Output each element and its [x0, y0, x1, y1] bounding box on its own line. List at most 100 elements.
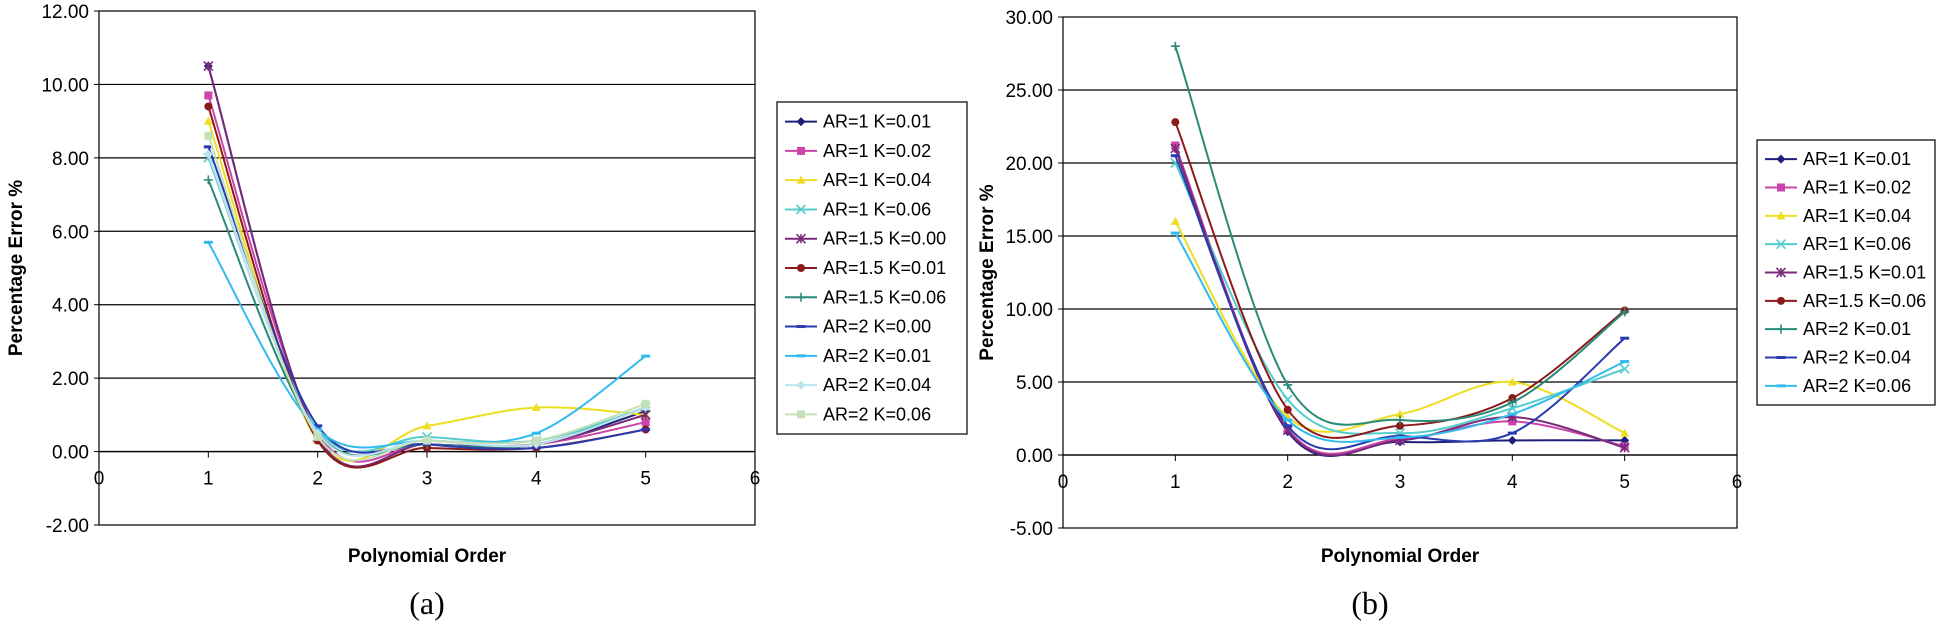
legend-label: AR=2 K=0.00 — [823, 317, 931, 337]
data-point — [1395, 435, 1405, 439]
legend-label: AR=2 K=0.06 — [823, 404, 931, 424]
data-point — [1507, 412, 1517, 416]
legend-label: AR=2 K=0.06 — [1803, 376, 1911, 396]
data-point — [1283, 405, 1292, 414]
data-point — [423, 436, 431, 445]
legend-label: AR=1 K=0.01 — [823, 112, 931, 132]
data-point — [422, 421, 432, 430]
series-line — [1174, 121, 1626, 439]
y-tick-label: -2.00 — [46, 516, 89, 537]
data-point — [1620, 336, 1630, 340]
chart-b: -5.00 0.00 5.00 10.00 15.00 20.00 25.00 30.00 0 1… — [977, 8, 1936, 621]
x-tick-label: 2 — [1282, 472, 1293, 493]
data-point — [1619, 442, 1630, 453]
legend-label: AR=1.5 K=0.06 — [1803, 291, 1926, 311]
legend-label: AR=2 K=0.01 — [823, 346, 931, 366]
data-point — [531, 403, 541, 412]
series-line — [1174, 162, 1626, 435]
legend-marker — [1775, 267, 1787, 278]
legend-marker — [797, 264, 805, 272]
data-point — [1170, 143, 1181, 154]
legend-marker — [797, 146, 805, 155]
data-point — [204, 102, 213, 111]
data-point — [1170, 216, 1180, 225]
legend: AR=1 K=0.01 AR=1 K=0.02 AR=1 K=0.04 AR=1 K=… — [1756, 139, 1936, 406]
legend-label: AR=1 K=0.06 — [823, 199, 931, 219]
legend-marker — [796, 325, 806, 329]
legend-marker — [795, 233, 807, 244]
data-point — [1620, 428, 1630, 437]
legend-marker — [1775, 239, 1787, 250]
legend-label: AR=1.5 K=0.06 — [823, 287, 946, 307]
y-axis-title: Percentage Error % — [6, 180, 27, 356]
data-point — [1283, 424, 1293, 428]
data-point — [641, 399, 650, 408]
data-point — [203, 240, 213, 244]
legend-marker — [1776, 211, 1786, 220]
data-point — [1282, 394, 1293, 405]
data-point — [203, 116, 213, 125]
legend-marker — [1776, 154, 1786, 164]
x-tick-label: 6 — [1732, 472, 1743, 493]
x-tick-label: 3 — [1395, 472, 1406, 493]
data-point — [532, 436, 541, 445]
data-point — [1395, 415, 1405, 425]
x-tick-label: 1 — [203, 469, 214, 490]
panel-caption: (b) — [1351, 585, 1388, 621]
data-point — [1395, 409, 1405, 418]
x-tick-label: 5 — [640, 469, 651, 490]
legend-label: AR=1.5 K=0.01 — [823, 258, 946, 278]
data-point — [531, 431, 541, 435]
x-tick-label: 1 — [1170, 472, 1181, 493]
panel-caption: (a) — [409, 585, 445, 621]
legend-label: AR=1 K=0.06 — [1803, 234, 1911, 254]
series-line — [207, 120, 646, 462]
legend-label: AR=1 K=0.04 — [823, 170, 931, 190]
plot-area — [1062, 16, 1738, 529]
legend-marker — [795, 204, 807, 215]
data-point — [641, 428, 651, 432]
data-point — [203, 175, 213, 185]
data-point — [203, 145, 213, 149]
x-axis-title: Polynomial Order — [348, 546, 507, 567]
legend-marker — [796, 292, 806, 302]
data-point — [1283, 380, 1293, 390]
y-tick-label: 20.00 — [1005, 154, 1053, 175]
legend-marker — [1776, 384, 1786, 388]
y-tick-label: 25.00 — [1005, 81, 1053, 102]
y-tick-label: 0.00 — [1016, 446, 1053, 467]
data-point — [1507, 397, 1517, 407]
y-tick-label: 30.00 — [1005, 8, 1053, 29]
data-point — [1620, 307, 1630, 317]
legend-label: AR=1 K=0.02 — [1803, 178, 1911, 198]
legend-marker — [797, 410, 805, 419]
data-point — [1171, 118, 1180, 127]
y-tick-label: 2.00 — [52, 369, 89, 390]
y-tick-label: 15.00 — [1005, 227, 1053, 248]
legend-label: AR=2 K=0.04 — [1803, 348, 1911, 368]
x-tick-label: 4 — [531, 469, 542, 490]
x-tick-label: 4 — [1507, 472, 1518, 493]
legend-marker — [1776, 356, 1786, 359]
x-tick-label: 0 — [94, 469, 105, 490]
legend-label: AR=1 K=0.04 — [1803, 206, 1911, 226]
data-point — [203, 149, 213, 159]
data-point — [204, 131, 213, 140]
y-tick-label: 4.00 — [52, 296, 89, 317]
legend-marker — [796, 117, 806, 127]
data-point — [1170, 154, 1180, 158]
data-point — [1283, 418, 1293, 422]
y-tick-label: 8.00 — [52, 149, 89, 170]
data-point — [1507, 431, 1517, 435]
legend-label: AR=1.5 K=0.00 — [823, 229, 946, 249]
y-tick-label: 12.00 — [41, 2, 89, 23]
y-tick-label: 10.00 — [1005, 300, 1053, 321]
y-tick-label: 0.00 — [52, 443, 89, 464]
data-point — [1170, 231, 1180, 235]
legend-marker — [796, 380, 806, 390]
data-point — [641, 418, 650, 427]
x-axis-title: Polynomial Order — [1321, 546, 1480, 567]
y-tick-label: 6.00 — [52, 222, 89, 243]
series-line — [1174, 45, 1626, 426]
